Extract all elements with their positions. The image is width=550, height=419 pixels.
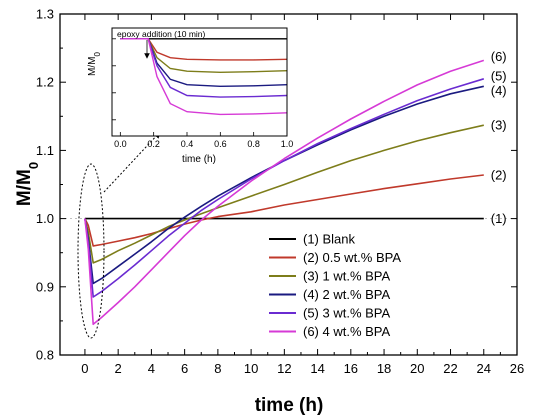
series-end-label: (6) xyxy=(491,49,507,64)
inset-y-axis-label: M/M0 xyxy=(87,52,102,76)
inset-series-group xyxy=(120,38,288,116)
inset-annotation: epoxy addition (10 min) xyxy=(117,29,206,39)
x-tick-label: 24 xyxy=(477,361,491,376)
series-end-label: (2) xyxy=(491,167,507,182)
x-tick-label: 18 xyxy=(377,361,391,376)
x-tick-label: 6 xyxy=(181,361,188,376)
y-tick-label: 1.2 xyxy=(36,75,54,90)
series-end-label: (4) xyxy=(491,83,507,98)
x-tick-label: 16 xyxy=(344,361,358,376)
inset-x-tick-label: 0.2 xyxy=(147,139,160,149)
x-tick-label: 20 xyxy=(410,361,424,376)
inset-background xyxy=(112,28,287,136)
x-tick-label: 10 xyxy=(244,361,258,376)
inset-x-axis-label: time (h) xyxy=(182,154,216,165)
y-tick-label: 1.3 xyxy=(36,7,54,22)
series-line-2-0-5-wt-bpa xyxy=(84,174,484,247)
inset-x-tick-label: 0.0 xyxy=(114,139,127,149)
x-tick-label: 22 xyxy=(443,361,457,376)
inset-x-tick-label: 0.6 xyxy=(214,139,227,149)
inset-ticks: 0.0 0.2 0.4 0.6 0.8 1.0 xyxy=(112,38,294,149)
legend-entry-label: (5) 3 wt.% BPA xyxy=(303,306,391,321)
x-tick-label: 12 xyxy=(277,361,291,376)
series-line-3-1-wt-bpa xyxy=(84,124,484,264)
inset-series-line xyxy=(120,38,288,116)
legend-entry-label: (2) 0.5 wt.% BPA xyxy=(303,250,401,265)
inset-x-tick-label: 1.0 xyxy=(281,139,294,149)
inset-x-tick-label: 0.8 xyxy=(247,139,260,149)
low-time-region-ellipse xyxy=(77,163,105,339)
y-tick-label: 1.0 xyxy=(36,211,54,226)
legend-entry-label: (6) 4 wt.% BPA xyxy=(303,324,391,339)
series-end-label: (3) xyxy=(491,118,507,133)
inset-plot-frame xyxy=(111,27,288,137)
main-series-group xyxy=(84,59,485,326)
x-tick-label: 0 xyxy=(81,361,88,376)
series-line-5-3-wt-bpa xyxy=(84,78,485,298)
legend-entry-label: (1) Blank xyxy=(303,232,356,247)
x-axis-label: time (h) xyxy=(255,395,324,416)
series-line-4-2-wt-bpa xyxy=(84,85,484,285)
legend-entry-label: (4) 2 wt.% BPA xyxy=(303,287,391,302)
legend: (1) Blank (2) 0.5 wt.% BPA (3) 1 wt.% BPA (… xyxy=(269,232,401,339)
series-end-labels: (1) (2) (3) (4)(5) (6) xyxy=(491,49,507,226)
series-end-label: (1) xyxy=(491,211,507,226)
x-tick-label: 14 xyxy=(310,361,324,376)
y-axis-label: M/M0 xyxy=(14,162,41,206)
inset: 0.0 0.2 0.4 0.6 0.8 1.0 M/M0 time (h) epoxy a… xyxy=(87,27,294,165)
x-tick-label: 8 xyxy=(214,361,221,376)
inset-x-tick-label: 0.4 xyxy=(181,139,194,149)
x-tick-label: 26 xyxy=(510,361,524,376)
legend-entry-label: (3) 1 wt.% BPA xyxy=(303,269,391,284)
series-end-label: (5) xyxy=(491,68,507,83)
x-tick-label: 2 xyxy=(115,361,122,376)
y-tick-label: 1.1 xyxy=(36,143,54,158)
y-tick-label: 0.8 xyxy=(36,348,54,363)
x-tick-label: 4 xyxy=(148,361,155,376)
series-line-6-4-wt-bpa xyxy=(84,59,485,326)
zoom-arrow xyxy=(103,131,161,193)
main-ticks: 0 2 4 6 8 10 12 14 16 18 20 22 24 260.80.91.01.11.21.… xyxy=(36,7,524,377)
y-tick-label: 0.9 xyxy=(36,279,54,294)
